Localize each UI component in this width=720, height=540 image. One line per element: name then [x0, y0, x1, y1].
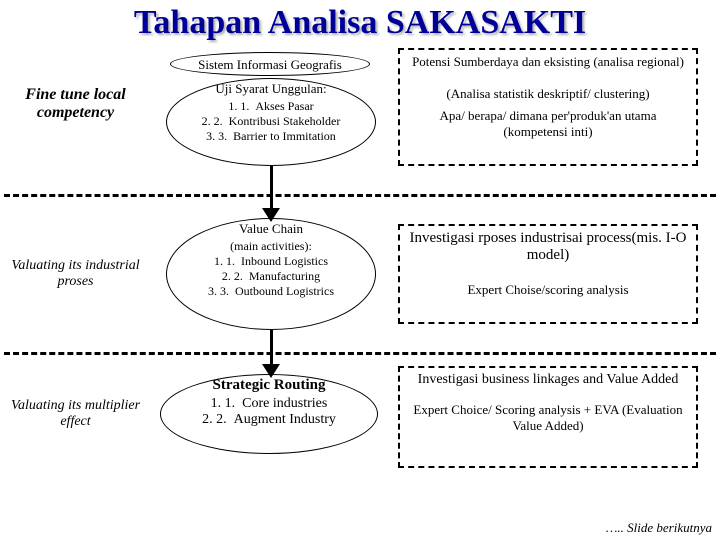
r3-line-investigasi: Investigasi business linkages and Value …: [406, 372, 690, 388]
r1-line-analisa: (Analisa statistik deskriptif/ clusterin…: [406, 86, 690, 102]
uji-header: Uji Syarat Unggulan:: [173, 81, 369, 97]
ellipse-strategic-routing: Strategic Routing 1. Core industries 2. …: [160, 374, 378, 454]
r2-line-investigasi: Investigasi rposes industrisai process(m…: [406, 230, 690, 264]
slide-title: Tahapan Analisa SAKASAKTI: [0, 0, 720, 48]
right-box-3: Investigasi business linkages and Value …: [398, 366, 698, 468]
right-box-1: Potensi Sumberdaya dan eksisting (analis…: [398, 48, 698, 166]
left-label-finetune: Fine tune local competency: [8, 86, 143, 122]
uji-item-3: 3. Barrier to Immitation: [173, 129, 369, 144]
vc-header: Value Chain: [173, 221, 369, 237]
ellipse-value-chain: Value Chain (main activities): 1. Inboun…: [166, 218, 376, 330]
r1-line-potensi: Potensi Sumberdaya dan eksisting (analis…: [406, 54, 690, 70]
sr-header: Strategic Routing: [167, 377, 371, 394]
uji-item-2: 2. Kontribusi Stakeholder: [173, 114, 369, 129]
vc-item-3: 3. Outbound Logistrics: [173, 284, 369, 299]
footer-next-slide: ….. Slide berikutnya: [606, 520, 712, 536]
sr-item-2: 2. Augment Industry: [167, 412, 371, 428]
diagram-stage: Fine tune local competency Valuating its…: [0, 48, 720, 538]
separator-2: [4, 352, 716, 355]
left-label-valuating-proses: Valuating its industrial proses: [8, 258, 143, 290]
r1-line-apa: Apa/ berapa/ dimana per'produk'an utama …: [406, 108, 690, 140]
left-label-valuating-multiplier: Valuating its multiplier effect: [8, 398, 143, 430]
r3-line-expert: Expert Choice/ Scoring analysis + EVA (E…: [406, 402, 690, 434]
separator-1: [4, 194, 716, 197]
right-box-2: Investigasi rposes industrisai process(m…: [398, 224, 698, 324]
vc-item-1: 1. Inbound Logistics: [173, 254, 369, 269]
ellipse-gis: Sistem Informasi Geografis: [170, 52, 370, 76]
ellipse-uji-syarat: Uji Syarat Unggulan: 1. Akses Pasar 2. K…: [166, 78, 376, 166]
uji-item-1: 1. Akses Pasar: [173, 99, 369, 114]
r2-line-expert: Expert Choise/scoring analysis: [406, 282, 690, 298]
vc-subheader: (main activities):: [173, 239, 369, 254]
arrow-head-1-icon: [262, 208, 280, 222]
arrow-head-2-icon: [262, 364, 280, 378]
sr-item-1: 1. Core industries: [167, 396, 371, 412]
vc-item-2: 2. Manufacturing: [173, 269, 369, 284]
